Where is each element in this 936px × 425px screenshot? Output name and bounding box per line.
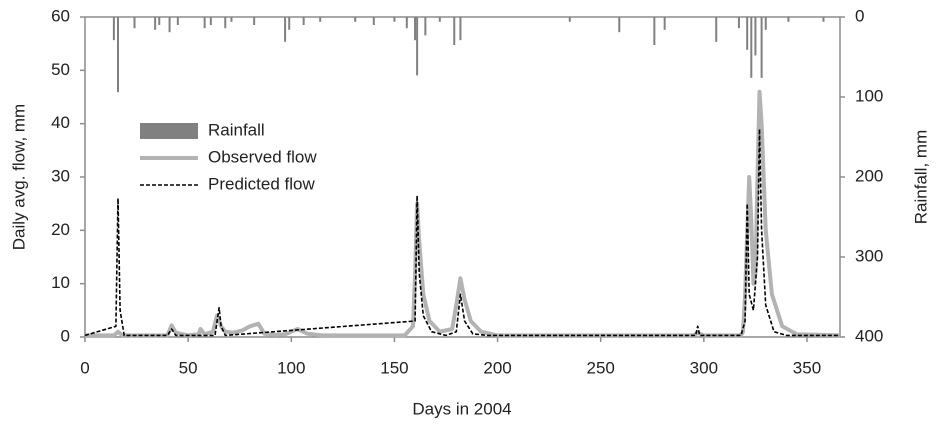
y-tick-label: 50: [51, 60, 70, 79]
rain-bar: [168, 17, 171, 33]
rain-bar: [112, 17, 115, 41]
rain-bar: [715, 17, 718, 42]
rain-bar: [438, 17, 441, 22]
y2-tick-label: 400: [855, 326, 883, 345]
rain-bar: [737, 17, 740, 29]
rain-bar: [158, 17, 161, 25]
y2-axis-title: Rainfall, mm: [911, 130, 930, 224]
rain-bar: [176, 17, 179, 25]
rain-bar: [453, 17, 456, 45]
y-tick-label: 30: [51, 166, 70, 185]
rain-bar: [653, 17, 656, 45]
rain-bar: [393, 17, 396, 22]
x-tick-label: 50: [179, 358, 198, 377]
rain-bar: [459, 17, 462, 41]
flow-line: [85, 89, 841, 338]
rain-bar: [372, 17, 375, 25]
y-tick-label: 40: [51, 113, 70, 132]
rain-bar: [133, 17, 136, 29]
x-tick-label: 200: [483, 358, 511, 377]
rain-bar: [230, 17, 233, 22]
y-tick-label: 10: [51, 273, 70, 292]
x-tick-label: 100: [277, 358, 305, 377]
legend-label: Observed flow: [208, 147, 317, 166]
y-tick-label: 20: [51, 220, 70, 239]
rain-bar: [750, 17, 753, 78]
flow-line: [84, 128, 840, 337]
rain-bar: [354, 17, 357, 22]
rain-bar: [663, 17, 666, 30]
rain-bar: [746, 17, 749, 50]
x-tick-label: 300: [690, 358, 718, 377]
rain-bar: [416, 17, 419, 76]
rain-bar: [618, 17, 621, 33]
x-tick-label: 0: [80, 358, 89, 377]
y2-tick-label: 300: [855, 246, 883, 265]
rain-bar: [760, 17, 763, 78]
rain-bar: [764, 17, 767, 30]
rain-bar: [414, 17, 417, 41]
y-axis-title: Daily avg. flow, mm: [9, 104, 28, 250]
rain-bar: [154, 17, 157, 30]
rain-bar: [787, 17, 790, 22]
legend-label: Rainfall: [208, 120, 265, 139]
x-tick-label: 150: [380, 358, 408, 377]
rain-bar: [319, 17, 322, 22]
rain-bar: [822, 17, 825, 22]
rain-bar: [253, 17, 256, 25]
rain-bar: [224, 17, 227, 29]
rain-bar: [424, 17, 427, 36]
legend-swatch: [140, 123, 198, 139]
y2-tick-label: 0: [855, 6, 864, 25]
rain-bar: [117, 17, 120, 93]
y-tick-label: 60: [51, 6, 70, 25]
x-axis-title: Days in 2004: [412, 399, 511, 418]
rain-bar: [284, 17, 287, 42]
rain-bar: [405, 17, 408, 29]
legend-label: Predicted flow: [208, 174, 315, 193]
rain-bar: [568, 17, 571, 22]
y2-tick-label: 100: [855, 86, 883, 105]
y2-tick-label: 200: [855, 166, 883, 185]
rain-bar: [754, 17, 757, 56]
x-tick-label: 350: [793, 358, 821, 377]
rain-bar: [203, 17, 206, 29]
rain-bar: [209, 17, 212, 25]
rain-bar: [288, 17, 291, 30]
rain-bar: [302, 17, 305, 25]
y-tick-label: 0: [61, 326, 70, 345]
x-tick-label: 250: [587, 358, 615, 377]
